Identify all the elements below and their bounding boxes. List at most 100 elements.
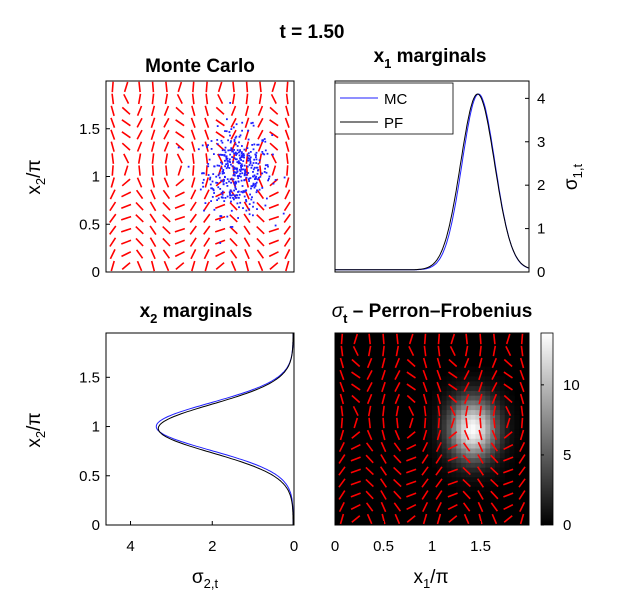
field-arrow (479, 417, 482, 429)
particle (232, 150, 234, 153)
particle (243, 195, 246, 198)
heatmap-cell (490, 453, 496, 459)
particle (283, 176, 286, 179)
field-arrow (422, 429, 428, 441)
field-arrow (491, 513, 498, 525)
field-arrow (232, 81, 235, 93)
field-arrow (436, 393, 442, 405)
field-arrow (493, 417, 496, 429)
field-arrow (137, 93, 142, 105)
heatmap-cell (432, 409, 438, 415)
field-arrow (175, 262, 185, 271)
field-arrow (257, 177, 264, 188)
field-arrow (353, 417, 359, 429)
field-arrow (189, 201, 197, 212)
heatmap-cell (514, 400, 520, 406)
heatmap-cell (475, 448, 481, 454)
heatmap-cell (465, 438, 472, 444)
field-arrow (149, 213, 157, 224)
heatmap-cell (470, 443, 476, 449)
heatmap-cell (465, 400, 472, 406)
particle (239, 150, 241, 153)
heatmap-cell (465, 477, 472, 483)
legend-label-mc: MC (384, 91, 407, 108)
heatmap-cell (509, 438, 515, 444)
field-arrow (503, 480, 514, 486)
field-arrow (135, 201, 144, 211)
heatmap-cell (465, 376, 472, 382)
y-tick-label: 0 (92, 264, 100, 281)
heatmap-cell (446, 405, 452, 411)
y-tick-label: 0.5 (79, 468, 100, 485)
particle (244, 168, 246, 171)
particle (271, 134, 274, 136)
svg-text:σt – Perron–Frobenius: σt – Perron–Frobenius (332, 301, 533, 326)
heatmap-cell (495, 419, 501, 425)
heatmap-cell (509, 457, 515, 463)
heatmap-cell (451, 376, 457, 382)
particle (261, 139, 264, 142)
field-arrow (271, 81, 277, 93)
particle (229, 149, 231, 152)
field-arrow (520, 417, 524, 429)
heatmap-cell (499, 467, 506, 473)
field-arrow (366, 429, 373, 441)
particle (240, 163, 243, 166)
particle (239, 134, 242, 137)
particle (255, 166, 258, 169)
field-arrow (408, 405, 415, 417)
heatmap-cell (432, 462, 438, 468)
field-arrow (462, 478, 471, 488)
heatmap-cell (461, 395, 467, 401)
field-arrow (203, 237, 211, 247)
field-arrow (519, 501, 526, 513)
field-arrow (463, 370, 470, 380)
particle (219, 242, 222, 244)
particle (202, 172, 204, 174)
field-arrow (490, 466, 499, 476)
heatmap-cell (441, 414, 447, 420)
heatmap-cell (461, 424, 467, 430)
particle (248, 213, 251, 216)
particle (250, 187, 252, 190)
field-arrow (394, 513, 401, 525)
field-arrow (448, 431, 458, 439)
heatmap-cell (504, 409, 510, 415)
particle (254, 184, 257, 187)
heatmap-cell (499, 419, 506, 425)
heatmap-cell (461, 419, 467, 425)
heatmap-cell (499, 385, 506, 391)
heatmap-cell (509, 424, 515, 430)
heatmap-cell (456, 438, 462, 444)
heatmap-cell (470, 376, 476, 382)
particle (228, 180, 230, 183)
heatmap-cell (495, 395, 501, 401)
heatmap-cell (432, 419, 438, 425)
field-arrow (121, 203, 132, 209)
heatmap-cell (456, 395, 462, 401)
field-arrow (286, 81, 289, 93)
field-arrow (518, 490, 526, 500)
heatmap-cell (470, 381, 476, 387)
field-arrow (269, 106, 279, 115)
field-arrow (110, 260, 115, 272)
field-arrow (177, 81, 183, 93)
heatmap-cell (495, 443, 501, 449)
particle (245, 189, 248, 192)
field-arrow (479, 333, 482, 345)
particle (201, 144, 204, 147)
heatmap-cell (470, 385, 476, 391)
heatmap-cell (422, 414, 428, 420)
particle (249, 151, 252, 153)
heatmap-cell (451, 481, 457, 487)
field-arrow (368, 417, 371, 429)
particle (222, 169, 225, 171)
field-arrow (463, 393, 470, 405)
field-arrow (215, 262, 225, 271)
particle (220, 192, 223, 194)
particle (241, 172, 244, 175)
particle (238, 168, 241, 171)
particle (211, 180, 214, 183)
field-arrow (406, 358, 416, 368)
